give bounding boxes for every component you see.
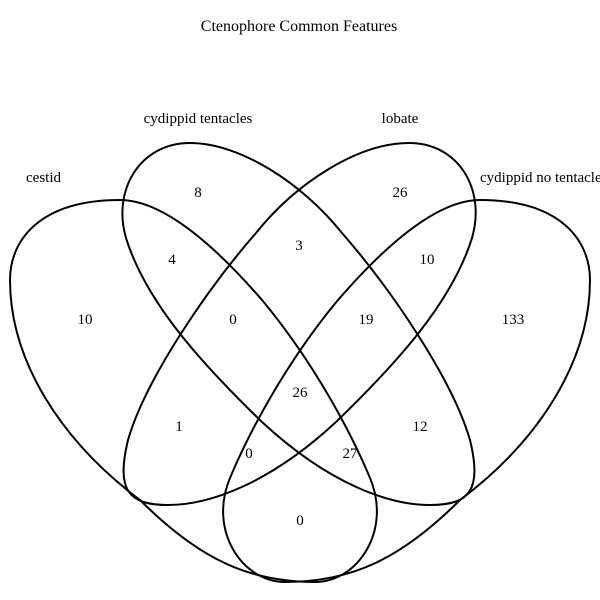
region-count-cydippid-tentacles-lobate-cydippid-no-tentacles: 19	[359, 312, 374, 328]
set-ellipse-cydippid-tentacles	[121, 141, 476, 507]
region-count-cestid-cydippid-no-tentacles: 0	[296, 513, 304, 529]
region-count-cestid-lobate-cydippid-no-tentacles: 0	[245, 446, 253, 462]
region-count-cydippid-tentacles-cydippid-no-tentacles: 12	[413, 419, 428, 435]
set-label-cydippid-tentacles: cydippid tentacles	[144, 111, 253, 127]
set-label-lobate: lobate	[382, 111, 419, 127]
diagram-title: Ctenophore Common Features	[201, 18, 397, 35]
region-count-cestid-only: 10	[78, 312, 93, 328]
region-count-cestid-lobate: 1	[175, 419, 183, 435]
set-ellipse-cestid	[8, 198, 378, 584]
region-count-lobate-only: 26	[393, 185, 409, 201]
set-label-cydippid-no-tentacles: cydippid no tentacles	[480, 170, 600, 186]
set-label-cestid: cestid	[26, 170, 61, 186]
region-count-all-four: 26	[293, 385, 309, 401]
region-count-lobate-cydippid-no-tentacles: 10	[420, 252, 435, 268]
set-ellipse-cydippid-no-tentacles	[222, 198, 592, 584]
region-count-cestid-cydippid-tentacles-cydippid-no-tentacles: 27	[343, 446, 359, 462]
region-count-cydippid-no-tentacles-only: 133	[502, 312, 525, 328]
region-count-cestid-cydippid-tentacles: 4	[168, 252, 176, 268]
set-ellipse-lobate	[122, 141, 477, 507]
region-count-cestid-cydippid-tentacles-lobate: 0	[229, 312, 237, 328]
region-count-cydippid-tentacles-only: 8	[194, 185, 202, 201]
region-count-cydippid-tentacles-lobate: 3	[295, 238, 303, 254]
